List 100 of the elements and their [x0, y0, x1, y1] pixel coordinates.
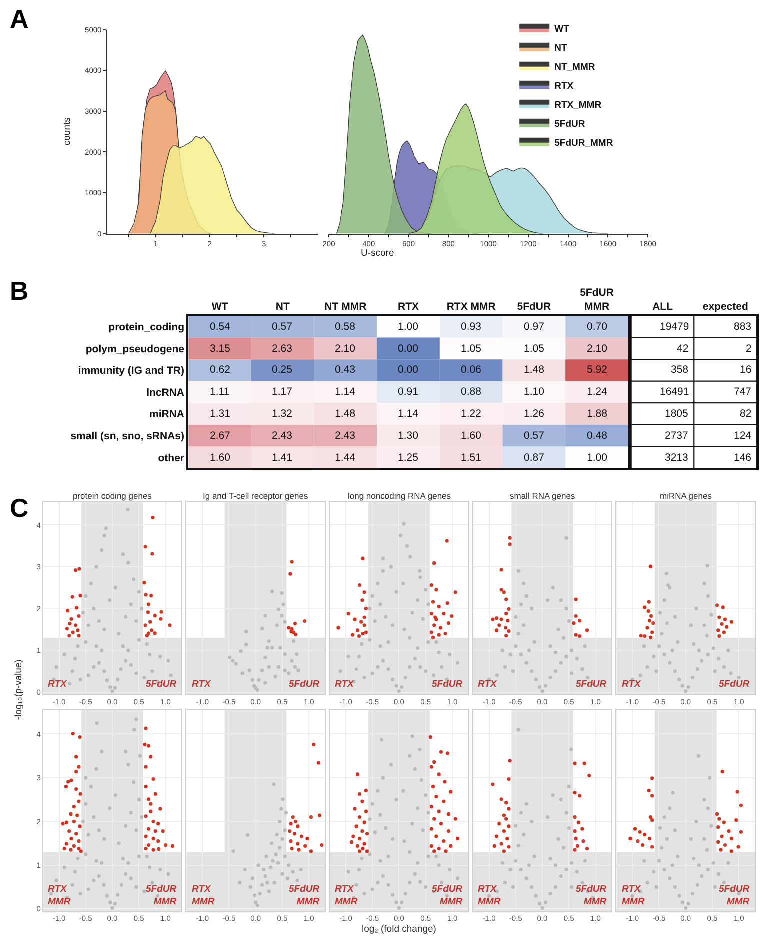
data-label: 1.30	[398, 430, 419, 442]
annotation: 5FdUR	[576, 679, 607, 690]
y-tick-label: lncRNA	[146, 386, 185, 399]
data-label: 0.25	[272, 364, 293, 376]
legend-label: WT	[554, 24, 570, 36]
data-label: 124	[734, 430, 752, 442]
data-label: 2.43	[272, 430, 293, 442]
legend-label: NT	[554, 43, 568, 54]
data-label: 358	[671, 364, 689, 376]
data-label: 0.00	[398, 343, 419, 355]
legend-label: 5FdUR_MMR	[554, 138, 614, 150]
x-tick-label: NT	[276, 300, 290, 313]
annotation: RTX MMR	[622, 884, 645, 908]
data-label: 0.57	[524, 430, 545, 442]
annotation: RTX MMR	[192, 884, 215, 908]
data-label: 0.88	[461, 386, 482, 398]
data-label: 0.70	[587, 321, 608, 333]
x-tick-label: 5FdUR	[517, 300, 552, 313]
data-label: 1.51	[461, 452, 482, 464]
annotation: RTX	[478, 679, 498, 690]
y-axis-title: -log₁₀(p-value)	[13, 660, 24, 720]
data-label: 2	[746, 343, 752, 355]
data-label: 2737	[665, 430, 689, 442]
data-label: 1.00	[587, 452, 608, 464]
y-tick-label: immunity (IG and TR)	[78, 365, 185, 378]
data-label: 146	[734, 452, 752, 464]
text: A	[10, 4, 29, 34]
data-label: 1.14	[398, 408, 419, 420]
data-label: 2.67	[210, 430, 231, 442]
legend-label: 5FdUR	[554, 119, 586, 130]
x-tick-label: expected	[702, 300, 748, 313]
annotation: RTX MMR	[48, 884, 71, 908]
data-label: 3.15	[210, 343, 231, 355]
x-tick-label: RTX	[398, 300, 420, 313]
data-label: 1.05	[524, 343, 545, 355]
x-tick-label: ALL	[652, 300, 674, 313]
annotation: 5FdUR MMR	[432, 884, 463, 908]
annotation: 5FdUR	[719, 679, 750, 690]
data-label: 5.92	[587, 364, 608, 376]
data-label: 747	[734, 386, 752, 398]
x-tick-label: WT	[212, 300, 229, 313]
data-label: 0.06	[461, 364, 482, 376]
x-axis-title: log₂ (fold change)	[362, 924, 436, 935]
data-label: 0.62	[210, 364, 231, 376]
annotation: 5FdUR MMR	[719, 884, 750, 908]
data-label: 0.91	[398, 386, 419, 398]
data-label: 1.32	[272, 408, 293, 420]
data-label: 42	[677, 343, 689, 355]
data-label: 0.57	[272, 321, 293, 333]
data-label: 1.00	[398, 321, 419, 333]
annotation: 5FdUR MMR	[146, 884, 177, 908]
y-tick-label: protein_coding	[108, 322, 185, 334]
annotation: RTX MMR	[335, 884, 358, 908]
data-label: 0.48	[587, 430, 608, 442]
data-label: 0.00	[398, 364, 419, 376]
annotation: RTX	[335, 679, 354, 690]
annotation: 5FdUR MMR	[289, 884, 320, 908]
data-label: 1.88	[587, 408, 608, 420]
y-tick-label: polym_pseudogene	[86, 343, 185, 356]
data-label: 1.05	[461, 343, 482, 355]
data-label: 1.22	[461, 408, 482, 420]
x-axis-title: U-score	[361, 248, 394, 259]
data-label: 2.10	[587, 343, 608, 355]
data-label: 1.26	[524, 408, 545, 420]
data-label: 0.54	[210, 321, 231, 333]
data-label: 2.63	[272, 343, 293, 355]
x-tick-label: NT MMR	[324, 300, 368, 313]
legend-label: RTX_MMR	[554, 100, 602, 112]
y-tick-label: other	[158, 452, 185, 464]
data-label: 1.44	[335, 452, 356, 464]
text: B	[10, 276, 29, 306]
data-label: 1.48	[335, 408, 356, 420]
data-label: 0.97	[524, 321, 545, 333]
data-label: 1.31	[210, 408, 231, 420]
chart-title: long noncoding RNA genes	[348, 491, 452, 501]
annotation: 5FdUR	[146, 679, 177, 690]
chart-title: miRNA genes	[660, 491, 712, 501]
annotation: RTX MMR	[478, 884, 501, 908]
data-label: 883	[734, 321, 752, 333]
chart-title: Ig and T-cell receptor genes	[203, 491, 308, 501]
data-label: 1.17	[272, 386, 293, 398]
annotation: RTX	[622, 679, 642, 690]
data-label: 82	[740, 408, 752, 420]
data-label: 1.10	[524, 386, 545, 398]
y-axis-title: counts	[62, 117, 74, 146]
data-label: 1.24	[587, 386, 608, 398]
legend-label: RTX	[554, 81, 574, 92]
data-label: 0.87	[524, 452, 545, 464]
annotation: 5FdUR MMR	[576, 884, 607, 908]
data-label: 1.60	[210, 452, 231, 464]
data-label: 3213	[665, 452, 689, 464]
data-label: 1.11	[210, 386, 230, 398]
x-tick-label: 5FdUR MMR	[580, 287, 614, 313]
chart-title: protein coding genes	[73, 491, 152, 501]
annotation: 5FdUR	[289, 679, 320, 690]
data-label: 0.43	[335, 364, 356, 376]
y-tick-label: small (sn, sno, sRNAs)	[70, 430, 185, 443]
data-label: 0.58	[335, 321, 356, 333]
x-tick-label: RTX MMR	[446, 300, 496, 313]
data-label: 0.93	[461, 321, 482, 333]
